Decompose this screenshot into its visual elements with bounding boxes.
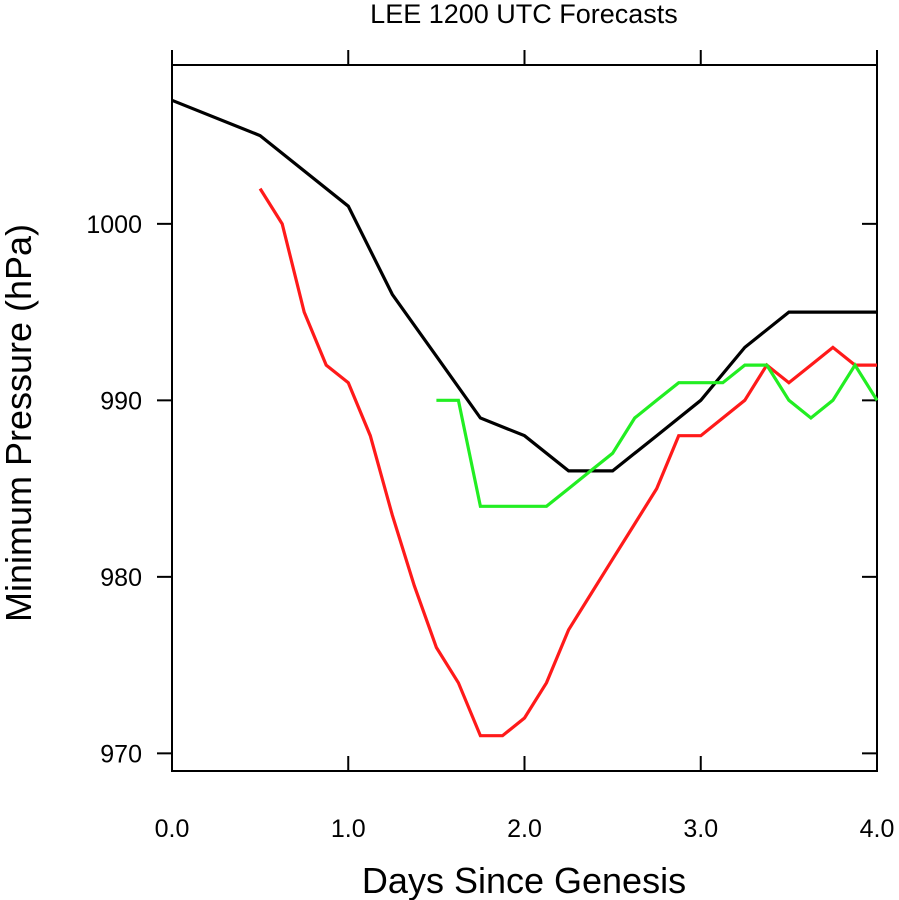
x-tick-label: 4.0 [860,815,895,843]
series-line-red [258,187,877,738]
x-tick-label: 3.0 [683,815,718,843]
chart-title: LEE 1200 UTC Forecasts [370,0,678,29]
series-line-green [436,362,879,508]
x-tick-label: 1.0 [331,815,366,843]
y-axis: 970 980 990 1000 [86,211,877,768]
y-tick-label: 990 [100,387,142,415]
series-layer [171,98,879,738]
x-axis-title: Days Since Genesis [362,860,686,900]
series-line-black [171,98,877,473]
y-tick-label: 1000 [86,211,142,239]
y-axis-title: Minimum Pressure (hPa) [0,224,39,622]
x-tick-label: 0.0 [155,815,190,843]
y-tick-label: 980 [100,564,142,592]
plot-border [171,64,878,772]
y-tick-label: 970 [100,740,142,768]
x-axis: 0.0 1.0 2.0 3.0 4.0 [155,50,895,843]
x-tick-label: 2.0 [507,815,542,843]
plot-frame [171,64,878,772]
